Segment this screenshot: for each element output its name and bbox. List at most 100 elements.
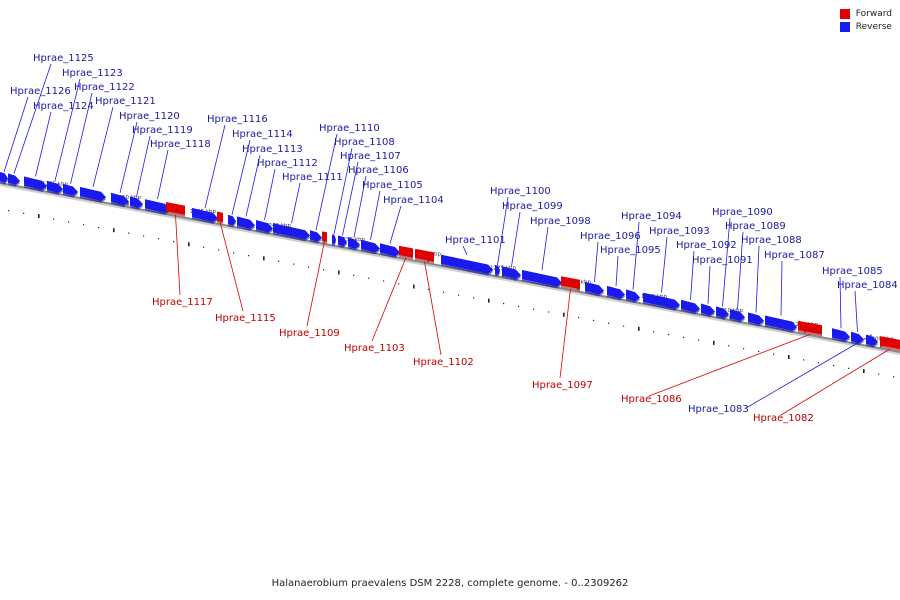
gene-label-hprae-1108[interactable]: Hprae_1108 bbox=[334, 137, 395, 148]
gene-label-hprae-1126[interactable]: Hprae_1126 bbox=[10, 86, 71, 97]
minor-tick bbox=[578, 317, 580, 319]
gene-label-hprae-1082[interactable]: Hprae_1082 bbox=[753, 413, 814, 424]
gene-label-hprae-1098[interactable]: Hprae_1098 bbox=[530, 216, 591, 227]
gene-hprae-1083[interactable] bbox=[866, 334, 878, 348]
gene-label-hprae-1099[interactable]: Hprae_1099 bbox=[502, 201, 563, 212]
gene-label-hprae-1083[interactable]: Hprae_1083 bbox=[688, 404, 749, 415]
gene-hprae-1082[interactable] bbox=[880, 336, 900, 351]
gene-label-hprae-1086[interactable]: Hprae_1086 bbox=[621, 394, 682, 405]
gene-hprae-1093[interactable] bbox=[643, 292, 680, 311]
gene-hprae-1115[interactable] bbox=[217, 211, 223, 224]
leader-line bbox=[497, 196, 509, 266]
gene-label-hprae-1097[interactable]: Hprae_1097 bbox=[532, 380, 593, 391]
gene-hprae-1113[interactable] bbox=[237, 216, 255, 231]
gene-hprae-1112[interactable] bbox=[256, 220, 273, 235]
gene-hprae-1110[interactable] bbox=[310, 230, 322, 244]
gene-label-hprae-1105[interactable]: Hprae_1105 bbox=[362, 180, 423, 191]
gene-hprae-1092[interactable] bbox=[681, 299, 700, 315]
gene-hprae-1119[interactable] bbox=[130, 196, 143, 210]
gene-label-hprae-1089[interactable]: Hprae_1089 bbox=[725, 221, 786, 232]
gene-hprae-1106[interactable] bbox=[348, 237, 360, 251]
gene-hprae-1102[interactable] bbox=[415, 248, 434, 264]
gene-hprae-1126[interactable] bbox=[0, 172, 8, 185]
gene-hprae-1107[interactable] bbox=[338, 235, 347, 249]
gene-label-hprae-1120[interactable]: Hprae_1120 bbox=[119, 111, 180, 122]
leader-line bbox=[291, 182, 301, 224]
gene-label-hprae-1112[interactable]: Hprae_1112 bbox=[257, 158, 318, 169]
gene-label-hprae-1124[interactable]: Hprae_1124 bbox=[33, 101, 94, 112]
gene-hprae-1089[interactable] bbox=[730, 309, 745, 323]
gene-hprae-1100[interactable] bbox=[495, 264, 500, 277]
gene-label-hprae-1093[interactable]: Hprae_1093 bbox=[649, 226, 710, 237]
gene-label-hprae-1113[interactable]: Hprae_1113 bbox=[242, 144, 303, 155]
gene-hprae-1098[interactable] bbox=[522, 270, 562, 289]
leader-line bbox=[541, 226, 549, 271]
gene-hprae-1105[interactable] bbox=[361, 239, 380, 255]
gene-label-hprae-1109[interactable]: Hprae_1109 bbox=[279, 328, 340, 339]
gene-label-hprae-1087[interactable]: Hprae_1087 bbox=[764, 250, 825, 261]
gene-label-hprae-1119[interactable]: Hprae_1119 bbox=[132, 125, 193, 136]
gene-hprae-1088[interactable] bbox=[748, 312, 764, 327]
leader-line bbox=[722, 217, 731, 307]
gene-hprae-1122[interactable] bbox=[63, 183, 78, 198]
gene-label-hprae-1125[interactable]: Hprae_1125 bbox=[33, 53, 94, 64]
gene-label-hprae-1091[interactable]: Hprae_1091 bbox=[692, 255, 753, 266]
gene-hprae-1091[interactable] bbox=[701, 303, 715, 318]
gene-hprae-1108[interactable] bbox=[332, 234, 336, 247]
gene-label-hprae-1096[interactable]: Hprae_1096 bbox=[580, 231, 641, 242]
gene-label-hprae-1102[interactable]: Hprae_1102 bbox=[413, 357, 474, 368]
gene-label-hprae-1110[interactable]: Hprae_1110 bbox=[319, 123, 380, 134]
gene-label-hprae-1088[interactable]: Hprae_1088 bbox=[741, 235, 802, 246]
gene-hprae-1124[interactable] bbox=[24, 176, 47, 192]
gene-hprae-1087[interactable] bbox=[765, 315, 797, 333]
gene-label-hprae-1085[interactable]: Hprae_1085 bbox=[822, 266, 883, 277]
gene-hprae-1086[interactable] bbox=[798, 320, 822, 337]
gene-label-hprae-1094[interactable]: Hprae_1094 bbox=[621, 211, 682, 222]
gene-label-hprae-1117[interactable]: Hprae_1117 bbox=[152, 297, 213, 308]
gene-label-hprae-1106[interactable]: Hprae_1106 bbox=[348, 165, 409, 176]
gene-label-hprae-1090[interactable]: Hprae_1090 bbox=[712, 207, 773, 218]
gene-hprae-1096[interactable] bbox=[585, 281, 604, 297]
gene-hprae-1125[interactable] bbox=[8, 173, 20, 187]
gene-label-hprae-1116[interactable]: Hprae_1116 bbox=[207, 114, 268, 125]
gene-hprae-1095[interactable] bbox=[607, 285, 625, 301]
gene-label-hprae-1111[interactable]: Hprae_1111 bbox=[282, 172, 343, 183]
gene-label-hprae-1100[interactable]: Hprae_1100 bbox=[490, 186, 551, 197]
gene-label-hprae-1114[interactable]: Hprae_1114 bbox=[232, 129, 293, 140]
gene-hprae-1121[interactable] bbox=[80, 187, 106, 203]
gene-hprae-1114[interactable] bbox=[228, 214, 236, 228]
gene-hprae-1094[interactable] bbox=[626, 289, 640, 304]
gene-label-hprae-1118[interactable]: Hprae_1118 bbox=[150, 139, 211, 150]
gene-label-hprae-1095[interactable]: Hprae_1095 bbox=[600, 245, 661, 256]
gene-hprae-1118[interactable] bbox=[145, 199, 170, 215]
leader-line bbox=[594, 241, 599, 282]
gene-hprae-1101[interactable] bbox=[441, 254, 493, 276]
gene-label-hprae-1121[interactable]: Hprae_1121 bbox=[95, 96, 156, 107]
gene-label-hprae-1103[interactable]: Hprae_1103 bbox=[344, 343, 405, 354]
gene-label-hprae-1104[interactable]: Hprae_1104 bbox=[383, 195, 444, 206]
gene-label-hprae-1115[interactable]: Hprae_1115 bbox=[215, 313, 276, 324]
minor-tick bbox=[488, 298, 490, 303]
gene-hprae-1117[interactable] bbox=[166, 202, 185, 217]
minor-tick bbox=[143, 235, 145, 237]
gene-label-hprae-1123[interactable]: Hprae_1123 bbox=[62, 68, 123, 79]
gene-hprae-1085[interactable] bbox=[832, 328, 850, 343]
gene-label-hprae-1107[interactable]: Hprae_1107 bbox=[340, 151, 401, 162]
gene-label-hprae-1122[interactable]: Hprae_1122 bbox=[74, 82, 135, 93]
gene-hprae-1103[interactable] bbox=[399, 245, 413, 260]
gene-hprae-1109[interactable] bbox=[322, 231, 327, 244]
gene-label-hprae-1084[interactable]: Hprae_1084 bbox=[837, 280, 898, 291]
gene-hprae-1123[interactable] bbox=[47, 180, 63, 195]
gene-hprae-1104[interactable] bbox=[380, 243, 400, 259]
gene-hprae-1099[interactable] bbox=[502, 266, 521, 281]
gene-label-hprae-1101[interactable]: Hprae_1101 bbox=[445, 235, 506, 246]
leader-line bbox=[780, 348, 891, 416]
gene-hprae-1097[interactable] bbox=[561, 276, 580, 291]
gene-hprae-1120[interactable] bbox=[111, 192, 129, 208]
gene-label-hprae-1092[interactable]: Hprae_1092 bbox=[676, 240, 737, 251]
gene-hprae-1090[interactable] bbox=[716, 306, 729, 320]
gene-hprae-1084[interactable] bbox=[851, 331, 864, 346]
gene-hprae-1116[interactable] bbox=[192, 208, 218, 224]
gene-hprae-1111[interactable] bbox=[273, 223, 310, 242]
minor-tick bbox=[278, 260, 280, 262]
